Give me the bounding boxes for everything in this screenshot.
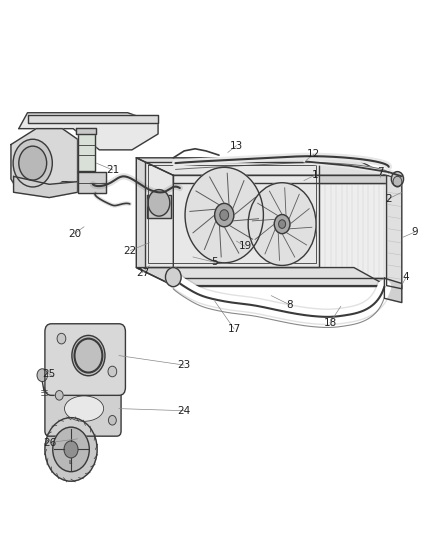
Polygon shape bbox=[136, 158, 173, 286]
FancyBboxPatch shape bbox=[45, 324, 125, 395]
Polygon shape bbox=[11, 128, 78, 192]
Text: 12: 12 bbox=[307, 149, 321, 159]
Text: IL: IL bbox=[69, 460, 73, 465]
Polygon shape bbox=[136, 158, 387, 175]
Polygon shape bbox=[76, 127, 96, 134]
Text: 19: 19 bbox=[238, 241, 252, 252]
Circle shape bbox=[220, 210, 229, 220]
Text: 17: 17 bbox=[228, 324, 241, 334]
Text: 7: 7 bbox=[377, 167, 383, 177]
Polygon shape bbox=[387, 175, 402, 289]
Polygon shape bbox=[385, 278, 402, 303]
Polygon shape bbox=[136, 268, 387, 286]
Circle shape bbox=[215, 204, 234, 227]
Text: 24: 24 bbox=[177, 406, 191, 416]
Ellipse shape bbox=[64, 396, 104, 421]
Text: 22: 22 bbox=[124, 246, 137, 256]
FancyBboxPatch shape bbox=[45, 384, 121, 436]
Circle shape bbox=[185, 167, 263, 263]
Polygon shape bbox=[145, 161, 319, 266]
Polygon shape bbox=[78, 172, 106, 193]
Circle shape bbox=[148, 190, 170, 216]
Text: 5: 5 bbox=[212, 257, 218, 267]
Text: 26: 26 bbox=[43, 438, 57, 448]
Circle shape bbox=[72, 335, 105, 376]
Text: 25: 25 bbox=[42, 369, 55, 378]
Polygon shape bbox=[14, 176, 78, 198]
Polygon shape bbox=[173, 175, 387, 183]
Text: 2: 2 bbox=[385, 193, 392, 204]
Circle shape bbox=[55, 391, 63, 400]
Polygon shape bbox=[173, 183, 387, 278]
Circle shape bbox=[391, 172, 403, 187]
Circle shape bbox=[279, 220, 286, 228]
Circle shape bbox=[37, 369, 47, 382]
Polygon shape bbox=[147, 195, 171, 217]
Circle shape bbox=[45, 418, 97, 481]
Circle shape bbox=[166, 268, 181, 287]
Circle shape bbox=[108, 366, 117, 377]
Circle shape bbox=[109, 416, 116, 425]
Circle shape bbox=[57, 333, 66, 344]
Text: 23: 23 bbox=[177, 360, 191, 370]
Circle shape bbox=[64, 441, 78, 458]
Polygon shape bbox=[173, 278, 387, 286]
Text: 18: 18 bbox=[323, 318, 337, 328]
Text: 21: 21 bbox=[106, 165, 120, 175]
Polygon shape bbox=[78, 128, 95, 171]
Circle shape bbox=[393, 176, 402, 187]
Polygon shape bbox=[28, 115, 158, 123]
Text: 9: 9 bbox=[412, 227, 418, 237]
Text: 1: 1 bbox=[311, 171, 318, 180]
Circle shape bbox=[19, 146, 47, 180]
Text: 8: 8 bbox=[286, 300, 293, 310]
Circle shape bbox=[274, 215, 290, 233]
Circle shape bbox=[53, 427, 89, 472]
Polygon shape bbox=[19, 113, 158, 150]
Text: 13: 13 bbox=[230, 141, 243, 151]
Text: 27: 27 bbox=[136, 268, 149, 278]
Text: 4: 4 bbox=[403, 272, 410, 282]
Circle shape bbox=[248, 183, 316, 265]
Text: 20: 20 bbox=[68, 229, 81, 239]
Circle shape bbox=[13, 139, 52, 187]
